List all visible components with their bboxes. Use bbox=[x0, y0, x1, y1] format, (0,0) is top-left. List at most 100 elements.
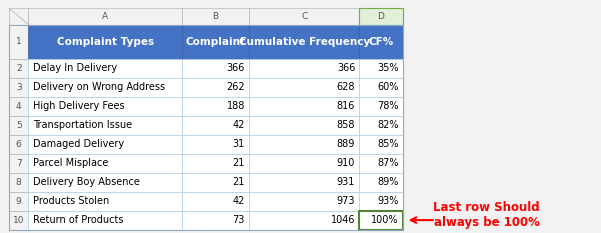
Text: Last row Should
always be 100%: Last row Should always be 100% bbox=[433, 202, 540, 230]
Bar bbox=[249, 8, 359, 25]
Text: Complaint: Complaint bbox=[186, 37, 246, 47]
Bar bbox=[9, 116, 28, 135]
Text: 366: 366 bbox=[227, 63, 245, 73]
Bar bbox=[9, 173, 28, 192]
Bar bbox=[182, 25, 249, 59]
Text: 3: 3 bbox=[16, 83, 22, 92]
Text: 42: 42 bbox=[233, 196, 245, 206]
Text: Cumulative Frequency: Cumulative Frequency bbox=[239, 37, 370, 47]
Text: 366: 366 bbox=[337, 63, 355, 73]
Text: 42: 42 bbox=[233, 120, 245, 130]
Bar bbox=[182, 97, 249, 116]
Text: A: A bbox=[102, 12, 108, 21]
Bar bbox=[359, 135, 403, 154]
Bar bbox=[249, 78, 359, 97]
Bar bbox=[182, 78, 249, 97]
Text: 21: 21 bbox=[233, 177, 245, 187]
Bar bbox=[249, 116, 359, 135]
Text: 7: 7 bbox=[16, 159, 22, 168]
Text: 8: 8 bbox=[16, 178, 22, 187]
Text: 82%: 82% bbox=[377, 120, 398, 130]
Text: 10: 10 bbox=[13, 216, 25, 225]
Bar bbox=[9, 25, 403, 230]
Text: CF%: CF% bbox=[368, 37, 394, 47]
Bar bbox=[249, 173, 359, 192]
Text: Delivery on Wrong Address: Delivery on Wrong Address bbox=[32, 82, 165, 93]
Bar bbox=[182, 154, 249, 173]
Text: 889: 889 bbox=[337, 139, 355, 149]
Text: 1: 1 bbox=[16, 37, 22, 46]
Text: 5: 5 bbox=[16, 121, 22, 130]
Text: 931: 931 bbox=[337, 177, 355, 187]
Text: Products Stolen: Products Stolen bbox=[32, 196, 109, 206]
Bar bbox=[359, 173, 403, 192]
Bar bbox=[9, 8, 28, 25]
Text: 4: 4 bbox=[16, 102, 22, 111]
Bar bbox=[28, 116, 182, 135]
Text: 78%: 78% bbox=[377, 101, 398, 111]
Bar bbox=[9, 154, 28, 173]
Text: 1046: 1046 bbox=[331, 215, 355, 225]
Bar bbox=[249, 135, 359, 154]
Text: 6: 6 bbox=[16, 140, 22, 149]
Bar bbox=[182, 211, 249, 230]
Bar bbox=[182, 116, 249, 135]
Text: 973: 973 bbox=[337, 196, 355, 206]
Bar bbox=[359, 192, 403, 211]
Text: 85%: 85% bbox=[377, 139, 398, 149]
Text: High Delivery Fees: High Delivery Fees bbox=[32, 101, 124, 111]
Bar bbox=[249, 192, 359, 211]
Text: 31: 31 bbox=[233, 139, 245, 149]
Bar bbox=[182, 173, 249, 192]
Bar bbox=[249, 154, 359, 173]
Text: 858: 858 bbox=[337, 120, 355, 130]
Text: 89%: 89% bbox=[377, 177, 398, 187]
Text: D: D bbox=[377, 12, 385, 21]
Text: Transportation Issue: Transportation Issue bbox=[32, 120, 132, 130]
Bar bbox=[182, 192, 249, 211]
Text: Delay In Delivery: Delay In Delivery bbox=[32, 63, 117, 73]
Text: Damaged Delivery: Damaged Delivery bbox=[32, 139, 124, 149]
Text: 2: 2 bbox=[16, 64, 22, 73]
Bar bbox=[249, 59, 359, 78]
Bar bbox=[9, 25, 28, 59]
Text: Delivery Boy Absence: Delivery Boy Absence bbox=[32, 177, 139, 187]
Bar bbox=[182, 59, 249, 78]
Text: 262: 262 bbox=[226, 82, 245, 93]
Text: 93%: 93% bbox=[377, 196, 398, 206]
Bar bbox=[359, 154, 403, 173]
Text: 188: 188 bbox=[227, 101, 245, 111]
Text: 73: 73 bbox=[233, 215, 245, 225]
Bar bbox=[28, 78, 182, 97]
Bar bbox=[249, 97, 359, 116]
Bar bbox=[28, 192, 182, 211]
Text: 87%: 87% bbox=[377, 158, 398, 168]
Text: C: C bbox=[301, 12, 307, 21]
Bar bbox=[249, 25, 359, 59]
Text: 910: 910 bbox=[337, 158, 355, 168]
Bar bbox=[249, 211, 359, 230]
Bar bbox=[28, 59, 182, 78]
Bar bbox=[28, 135, 182, 154]
Bar bbox=[28, 97, 182, 116]
Bar bbox=[359, 211, 403, 230]
Text: Parcel Misplace: Parcel Misplace bbox=[32, 158, 108, 168]
Bar bbox=[359, 97, 403, 116]
Bar bbox=[359, 78, 403, 97]
Bar bbox=[28, 154, 182, 173]
Text: Complaint Types: Complaint Types bbox=[56, 37, 154, 47]
Bar bbox=[359, 116, 403, 135]
Bar bbox=[359, 25, 403, 59]
Bar bbox=[28, 173, 182, 192]
Text: 816: 816 bbox=[337, 101, 355, 111]
Text: 35%: 35% bbox=[377, 63, 398, 73]
Bar bbox=[9, 97, 28, 116]
Bar bbox=[182, 135, 249, 154]
Text: 100%: 100% bbox=[371, 215, 398, 225]
Bar bbox=[28, 8, 182, 25]
Bar bbox=[28, 25, 182, 59]
Bar bbox=[359, 8, 403, 25]
Text: Return of Products: Return of Products bbox=[32, 215, 123, 225]
Bar bbox=[9, 192, 28, 211]
Bar bbox=[9, 211, 28, 230]
